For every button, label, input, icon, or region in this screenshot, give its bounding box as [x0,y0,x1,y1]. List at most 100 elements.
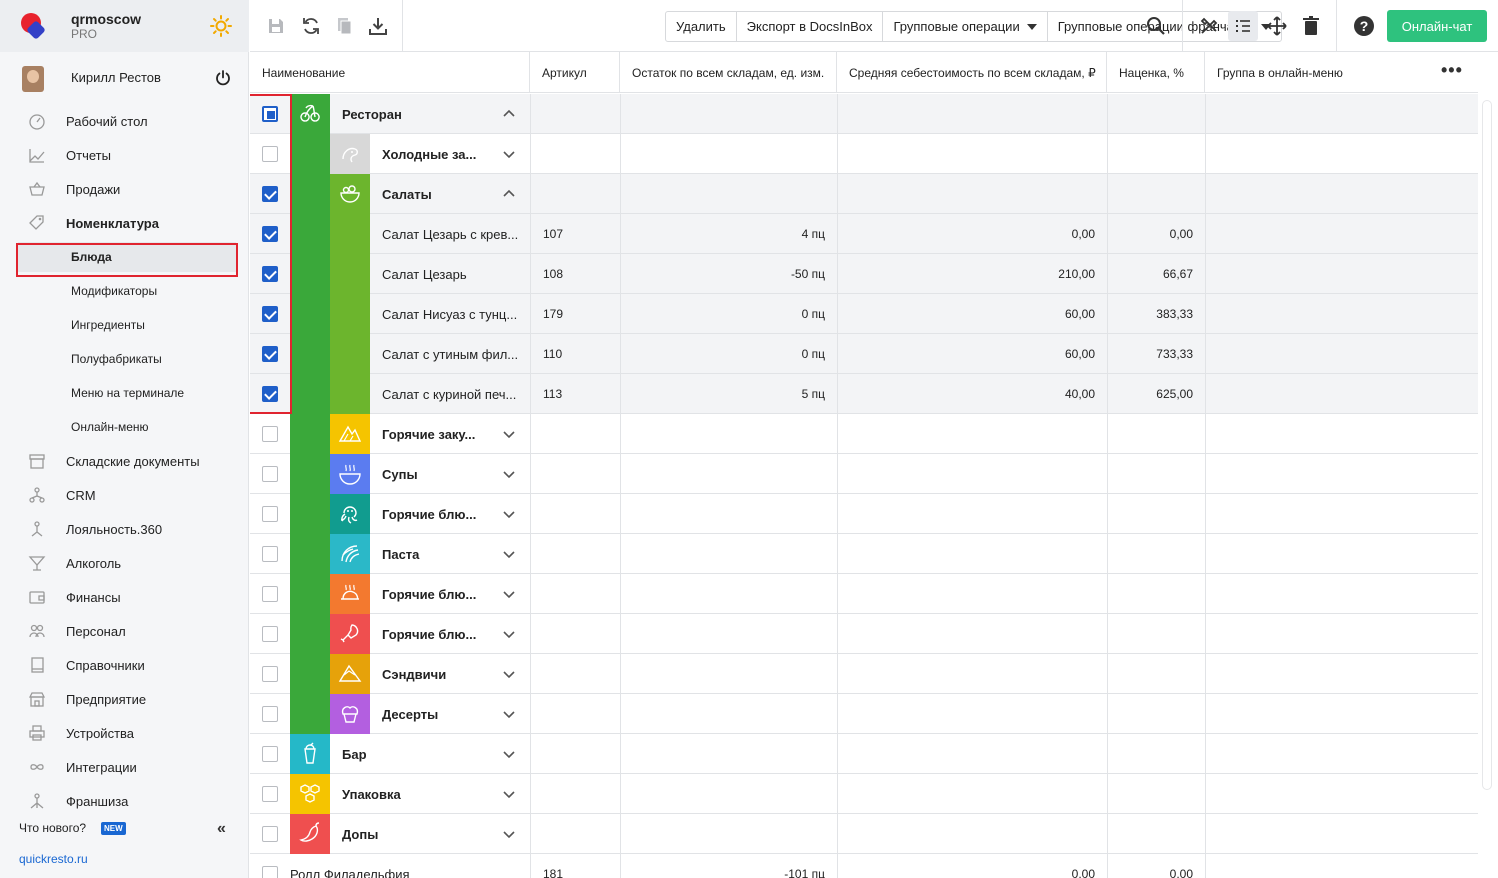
row-name[interactable]: Десерты [382,706,439,722]
nav-subitem-2[interactable]: Ингредиенты [0,310,249,340]
chevron-down-icon[interactable] [503,468,515,480]
col-markup-header[interactable]: Наценка, % [1107,52,1205,93]
row-checkbox[interactable] [262,506,278,522]
row-checkbox[interactable] [262,226,278,242]
col-cost-header[interactable]: Средняя себестоимость по всем складам, ₽ [837,52,1107,93]
row-name[interactable]: Горячие блю... [382,506,477,522]
copy-icon[interactable] [333,15,355,37]
nav-item2-1[interactable]: CRM [0,480,249,510]
row-checkbox[interactable] [262,266,278,282]
tools-icon[interactable] [1198,15,1220,37]
nav-item2-10[interactable]: Франшиза [0,786,249,816]
avatar[interactable] [22,66,44,92]
move-icon[interactable] [1266,15,1288,37]
chevron-down-icon[interactable] [503,788,515,800]
download-icon[interactable] [367,15,389,37]
search-icon[interactable] [1145,15,1167,37]
row-checkbox[interactable] [262,866,278,878]
row-checkbox[interactable] [262,106,278,122]
row-name[interactable]: Салат Нисуаз с тунц... [382,306,518,322]
nav-subitem-5[interactable]: Онлайн-меню [0,412,249,442]
row-checkbox[interactable] [262,346,278,362]
table-row[interactable]: Супы [250,454,1478,494]
nav-item2-3[interactable]: Алкоголь [0,548,249,578]
table-row[interactable]: Салат Нисуаз с тунц... 179 0 пц 60,00 383,33 [250,294,1478,334]
chevron-up-icon[interactable] [503,188,515,200]
col-online-group-header[interactable]: Группа в онлайн-меню [1217,65,1343,80]
refresh-icon[interactable] [300,15,322,37]
table-row[interactable]: Салаты [250,174,1478,214]
row-name[interactable]: Ролл Филадельфия [290,866,410,878]
nav-item2-5[interactable]: Персонал [0,616,249,646]
table-row[interactable]: Десерты [250,694,1478,734]
row-checkbox[interactable] [262,586,278,602]
row-checkbox[interactable] [262,386,278,402]
row-name[interactable]: Сэндвичи [382,666,447,682]
row-name[interactable]: Горячие блю... [382,626,477,642]
collapse-sidebar-icon[interactable]: « [217,820,226,837]
row-checkbox[interactable] [262,466,278,482]
chevron-down-icon[interactable] [503,548,515,560]
table-row[interactable]: Сэндвичи [250,654,1478,694]
table-row[interactable]: Горячие блю... [250,614,1478,654]
row-name[interactable]: Салат Цезарь [382,266,467,282]
delete-button[interactable]: Удалить [666,12,737,41]
user-name[interactable]: Кирилл Рестов [71,70,161,85]
row-checkbox[interactable] [262,626,278,642]
nav-subitem-0[interactable]: Блюда [18,242,236,272]
row-name[interactable]: Допы [342,826,379,842]
chevron-down-icon[interactable] [503,748,515,760]
table-row[interactable]: Холодные за... [250,134,1478,174]
row-checkbox[interactable] [262,666,278,682]
row-checkbox[interactable] [262,746,278,762]
nav-subitem-1[interactable]: Модификаторы [0,276,249,306]
sun-icon[interactable] [210,15,232,37]
row-name[interactable]: Горячие заку... [382,426,476,442]
row-name[interactable]: Ресторан [342,106,402,122]
export-docsinbox-button[interactable]: Экспорт в DocsInBox [737,12,884,41]
row-checkbox[interactable] [262,306,278,322]
chevron-down-icon[interactable] [503,668,515,680]
row-name[interactable]: Салаты [382,186,432,202]
col-sku-header[interactable]: Артикул [530,52,620,93]
table-row[interactable]: Допы [250,814,1478,854]
nav-item-0[interactable]: Рабочий стол [0,106,249,136]
table-row[interactable]: Салат с куриной печ... 113 5 пц 40,00 625,00 [250,374,1478,414]
row-checkbox[interactable] [262,426,278,442]
list-view-button[interactable] [1228,11,1258,41]
chevron-down-icon[interactable] [503,428,515,440]
vertical-scrollbar[interactable] [1482,100,1492,790]
group-operations-dropdown[interactable]: Групповые операции [883,12,1048,41]
nav-item2-9[interactable]: Интеграции [0,752,249,782]
chevron-up-icon[interactable] [503,108,515,120]
row-name[interactable]: Салат с утиным фил... [382,346,519,362]
row-checkbox[interactable] [262,786,278,802]
table-row[interactable]: Бар [250,734,1478,774]
save-icon[interactable] [265,15,287,37]
chevron-down-icon[interactable] [503,148,515,160]
nav-item2-6[interactable]: Справочники [0,650,249,680]
chevron-down-icon[interactable] [503,628,515,640]
nav-item2-8[interactable]: Устройства [0,718,249,748]
table-row[interactable]: Салат Цезарь с крев... 107 4 пц 0,00 0,00 [250,214,1478,254]
row-name[interactable]: Супы [382,466,418,482]
table-row[interactable]: Салат с утиным фил... 110 0 пц 60,00 733,33 [250,334,1478,374]
row-name[interactable]: Упаковка [342,786,401,802]
nav-item-1[interactable]: Отчеты [0,140,249,170]
table-row[interactable]: Горячие блю... [250,574,1478,614]
row-checkbox[interactable] [262,826,278,842]
table-row[interactable]: Упаковка [250,774,1478,814]
table-row[interactable]: Ролл Филадельфия 181 -101 пц 0,00 0,00 [250,854,1478,878]
nav-item2-2[interactable]: Лояльность.360 [0,514,249,544]
col-name-header[interactable]: Наименование [250,52,530,93]
trash-icon[interactable] [1300,15,1322,37]
more-options-icon[interactable]: ••• [1441,60,1463,80]
site-link[interactable]: quickresto.ru [19,852,88,866]
row-name[interactable]: Салат Цезарь с крев... [382,226,519,242]
row-name[interactable]: Паста [382,546,420,562]
whats-new-link[interactable]: Что нового? [19,821,87,835]
row-name[interactable]: Холодные за... [382,146,477,162]
nav-item2-0[interactable]: Складские документы [0,446,249,476]
row-name[interactable]: Горячие блю... [382,586,477,602]
table-row[interactable]: Ресторан [250,94,1478,134]
